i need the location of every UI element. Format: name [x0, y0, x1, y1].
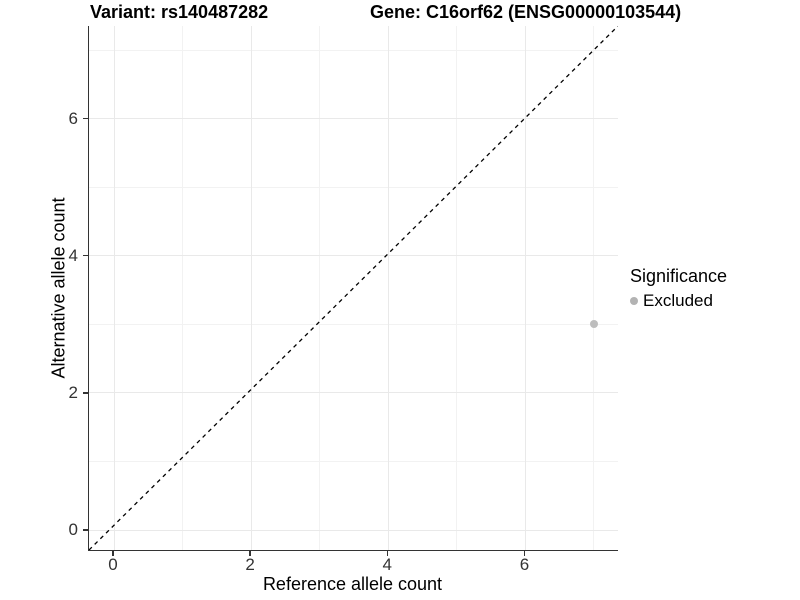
major-gridline: [524, 26, 526, 550]
y-tick-label: 2: [68, 382, 78, 402]
plot-panel: [88, 26, 618, 551]
x-tick-label: 0: [108, 555, 118, 574]
minor-gridline: [89, 186, 618, 188]
minor-gridline: [319, 26, 321, 550]
minor-gridline: [89, 323, 618, 325]
major-gridline: [89, 392, 618, 394]
data-point-excluded: [589, 320, 598, 329]
y-tick-mark: [83, 254, 88, 257]
legend-title: Significance: [630, 266, 728, 286]
plot-title-variant: Variant: rs140487282: [90, 2, 269, 22]
legend-entry-label: Excluded: [643, 291, 713, 310]
minor-gridline: [89, 460, 618, 462]
legend-entry-excluded: Excluded: [630, 291, 727, 311]
y-tick-label: 6: [68, 108, 78, 128]
x-tick-mark: [523, 551, 526, 556]
legend: Significance Excluded: [630, 266, 727, 311]
x-tick-mark: [112, 551, 114, 556]
identity-line-layer: [89, 26, 618, 550]
x-tick-mark: [249, 551, 251, 556]
major-gridline: [250, 26, 252, 550]
y-tick-mark: [83, 392, 88, 394]
minor-gridline: [456, 26, 458, 550]
minor-gridline: [182, 26, 184, 550]
major-gridline: [89, 118, 618, 120]
major-gridline: [89, 255, 618, 257]
y-axis-title: Alternative allele count: [48, 197, 69, 379]
y-tick-mark: [83, 529, 88, 531]
major-gridline: [89, 529, 618, 531]
plot-title-gene: Gene: C16orf62 (ENSG00000103544): [370, 2, 682, 22]
excluded-point-icon: [630, 297, 638, 305]
x-tick-label: 4: [382, 555, 393, 574]
x-tick-mark: [386, 551, 389, 556]
x-tick-label: 2: [245, 555, 255, 574]
y-tick-label: 4: [68, 245, 78, 265]
x-axis-title: Reference allele count: [262, 574, 443, 594]
y-tick-label: 0: [68, 520, 78, 539]
major-gridline: [113, 26, 115, 550]
identity-line: [89, 26, 618, 550]
y-tick-mark: [83, 117, 88, 120]
x-tick-label: 6: [519, 555, 530, 574]
minor-gridline: [593, 26, 595, 550]
major-gridline: [387, 26, 389, 550]
minor-gridline: [89, 49, 618, 51]
